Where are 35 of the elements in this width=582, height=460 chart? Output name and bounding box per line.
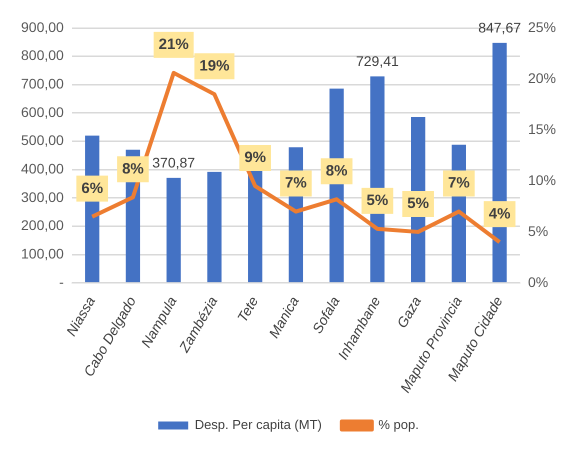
y-tick-label: 700,00 — [20, 76, 64, 92]
data-label: 9% — [244, 149, 266, 166]
y2-tick-label: 20% — [528, 70, 556, 86]
y-tick-label: 900,00 — [20, 18, 64, 35]
data-label: 8% — [122, 160, 144, 178]
data-label: 7% — [448, 174, 470, 192]
bar — [207, 172, 222, 282]
y-tick-label: 200,00 — [20, 217, 64, 234]
bar — [166, 178, 181, 282]
y-tick-label: 500,00 — [20, 132, 64, 148]
legend-label: Desp. Per capita (MT) — [194, 417, 322, 432]
y2-tick-label: 25% — [528, 18, 556, 35]
y2-tick-label: 10% — [528, 172, 556, 188]
data-label: 6% — [81, 180, 104, 197]
data-label: 8% — [326, 162, 348, 180]
y-tick-label: 400,00 — [20, 160, 64, 176]
data-label: 19% — [199, 57, 230, 74]
y-tick-label: 100,00 — [20, 245, 64, 262]
y-tick-label: 600,00 — [20, 104, 64, 120]
data-label: 4% — [488, 205, 510, 222]
y-tick-label: 300,00 — [20, 188, 64, 205]
data-label: 7% — [285, 174, 307, 192]
y2-tick-label: 15% — [528, 120, 556, 137]
data-label: 847,67 — [478, 20, 522, 36]
data-label: 370,87 — [152, 154, 196, 171]
data-label: 729,41 — [356, 53, 400, 70]
data-label: 5% — [366, 192, 388, 210]
y-tick-label: - — [59, 274, 64, 290]
legend-label: % pop. — [378, 417, 419, 432]
x-tick-label: Tete — [234, 293, 262, 325]
y2-tick-label: 5% — [528, 222, 548, 239]
data-label: 21% — [158, 36, 189, 54]
y-tick-label: 800,00 — [20, 47, 64, 64]
y2-tick-label: 0% — [528, 274, 548, 290]
data-label: 5% — [407, 195, 429, 212]
